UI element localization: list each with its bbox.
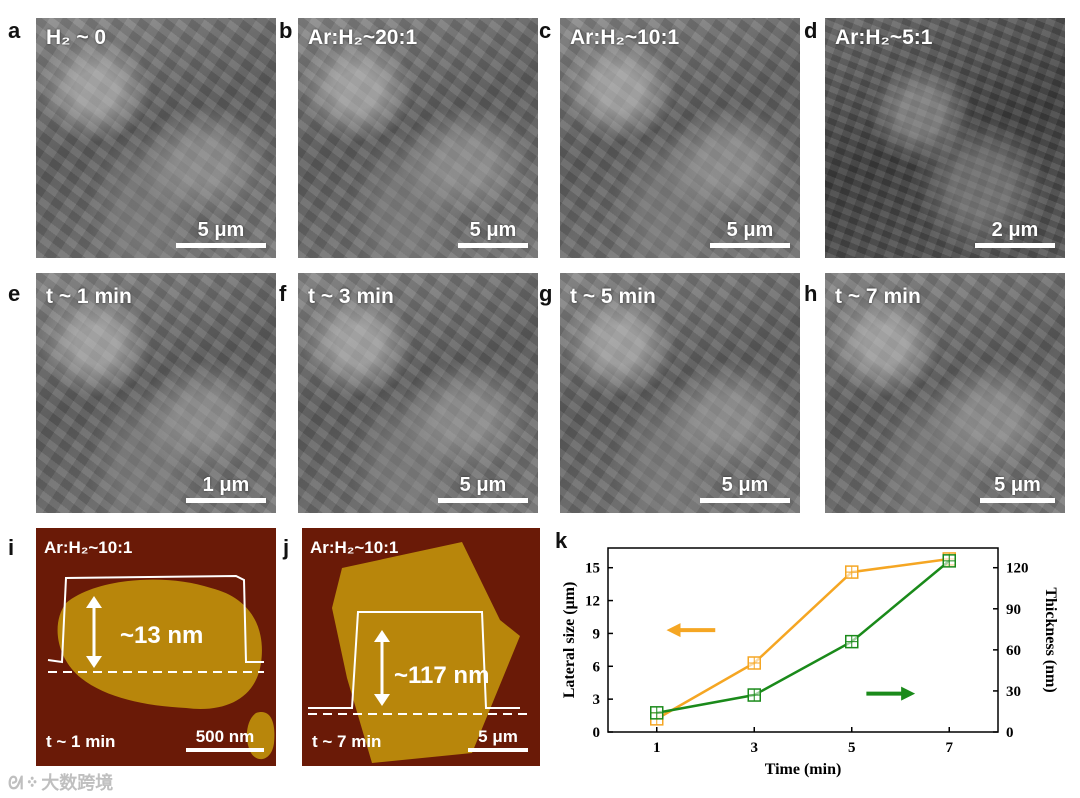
y-axis-right-label: Thickness (nm)	[1042, 587, 1059, 692]
chart-k: 1 3 5 7 0 3 6 9 12 15 0 30 60 90 120 Time (min) Latera…	[561, 547, 1059, 778]
y-left-tick-label: 12	[585, 594, 600, 610]
sem-image-h: t ~ 7 min 5 μm	[825, 273, 1065, 513]
panel-title-d: Ar:H₂~5:1	[835, 26, 933, 49]
afm-flake-j	[332, 542, 520, 763]
afm-image-j: Ar:H₂~10:1 ~117 nm t ~ 7 min 5 μm	[302, 528, 540, 766]
y-left-tick-label: 0	[593, 725, 601, 741]
watermark-text: 大数跨境	[41, 773, 114, 793]
scale-bar-e: 1 μm	[186, 474, 266, 503]
afm-profile-i	[47, 574, 264, 664]
time-label-i: t ~ 1 min	[46, 732, 116, 751]
scale-bar-c: 5 μm	[710, 219, 790, 248]
scale-bar-i: 500 nm	[186, 727, 264, 752]
scale-bar-d: 2 μm	[975, 219, 1055, 248]
afm-image-i: Ar:H₂~10:1 ~13 nm t ~ 1 min 500 nm	[36, 528, 276, 766]
y-right-tick-label: 30	[1006, 684, 1021, 700]
scale-bar-b: 5 μm	[458, 219, 528, 248]
panel-letter-e: e	[8, 281, 21, 306]
panel-title-a: H₂ ~ 0	[46, 26, 107, 49]
scale-label-g: 5 μm	[721, 474, 769, 496]
height-label-j: ~117 nm	[394, 662, 490, 689]
x-tick-label: 7	[946, 740, 954, 756]
scale-label-a: 5 μm	[197, 219, 245, 241]
y-left-tick-label: 6	[593, 659, 601, 675]
panel-title-j: Ar:H₂~10:1	[310, 538, 399, 557]
height-label-i: ~13 nm	[120, 622, 204, 649]
panel-title-h: t ~ 7 min	[835, 285, 921, 308]
y-left-tick-label: 3	[593, 692, 601, 708]
scale-bar-f: 5 μm	[438, 474, 528, 503]
x-tick-label: 1	[653, 740, 661, 756]
time-label-j: t ~ 7 min	[312, 732, 382, 751]
scale-bar-a: 5 μm	[176, 219, 266, 248]
scale-label-i: 500 nm	[195, 727, 255, 746]
y-left-tick-label: 9	[593, 626, 601, 642]
x-axis-label: Time (min)	[765, 761, 842, 778]
panel-letter-k: k	[555, 528, 568, 553]
sem-image-b: Ar:H₂~20:1 5 μm	[298, 18, 538, 258]
panel-letter-i: i	[8, 535, 15, 560]
panel-title-g: t ~ 5 min	[570, 285, 656, 308]
sem-image-e: t ~ 1 min 1 μm	[36, 273, 276, 513]
sem-image-g: t ~ 5 min 5 μm	[560, 273, 800, 513]
afm-map-j	[308, 542, 530, 763]
panel-letter-a: a	[8, 18, 21, 43]
left-axis-arrowhead	[666, 623, 681, 638]
x-tick-label: 3	[751, 740, 759, 756]
scale-bar-h: 5 μm	[980, 474, 1055, 503]
afm-map-i	[47, 574, 275, 760]
panel-title-e: t ~ 1 min	[46, 285, 132, 308]
scale-label-d: 2 μm	[991, 219, 1039, 241]
afm-profile-j	[308, 611, 520, 709]
watermark-icon: ᘛ᠅	[8, 773, 42, 793]
panel-letter-d: d	[804, 18, 818, 43]
y-right-tick-label: 120	[1006, 561, 1029, 577]
panel-title-c: Ar:H₂~10:1	[570, 26, 680, 49]
panel-letter-f: f	[279, 281, 287, 306]
scale-label-j: 5 μm	[478, 727, 518, 746]
panel-title-i: Ar:H₂~10:1	[44, 538, 133, 557]
series-line-orange	[656, 557, 950, 720]
y-left-tick-label: 15	[585, 561, 600, 577]
scale-label-f: 5 μm	[459, 474, 507, 496]
sem-image-c: Ar:H₂~10:1 5 μm	[560, 18, 800, 258]
watermark: ᘛ᠅ 大数跨境	[8, 764, 113, 795]
plot-frame	[607, 547, 999, 733]
series-line-green	[656, 559, 951, 715]
afm-flake-i	[57, 579, 262, 709]
y-right-tick-label: 60	[1006, 643, 1021, 659]
afm-particle-i	[246, 712, 275, 760]
y-right-tick-label: 90	[1006, 602, 1021, 618]
y-axis-left-label: Lateral size (μm)	[561, 582, 578, 699]
scale-label-e: 1 μm	[202, 474, 250, 496]
panel-letter-g: g	[539, 281, 553, 306]
panel-letter-c: c	[539, 18, 552, 43]
right-axis-arrowhead	[901, 686, 916, 701]
scale-label-c: 5 μm	[726, 219, 774, 241]
panel-title-b: Ar:H₂~20:1	[308, 26, 418, 49]
scale-bar-j: 5 μm	[468, 727, 528, 752]
sem-image-a: H₂ ~ 0 5 μm	[36, 18, 276, 258]
scale-label-b: 5 μm	[469, 219, 517, 241]
panel-letter-b: b	[279, 18, 293, 43]
sem-image-d: Ar:H₂~5:1 2 μm	[825, 18, 1065, 258]
scale-label-h: 5 μm	[994, 474, 1041, 496]
panel-letter-j: j	[283, 535, 290, 560]
y-right-tick-label: 0	[1006, 725, 1014, 741]
scale-bar-g: 5 μm	[700, 474, 790, 503]
panel-title-f: t ~ 3 min	[308, 285, 394, 308]
x-tick-label: 5	[848, 740, 856, 756]
sem-image-f: t ~ 3 min 5 μm	[298, 273, 538, 513]
panel-letter-h: h	[804, 281, 818, 306]
